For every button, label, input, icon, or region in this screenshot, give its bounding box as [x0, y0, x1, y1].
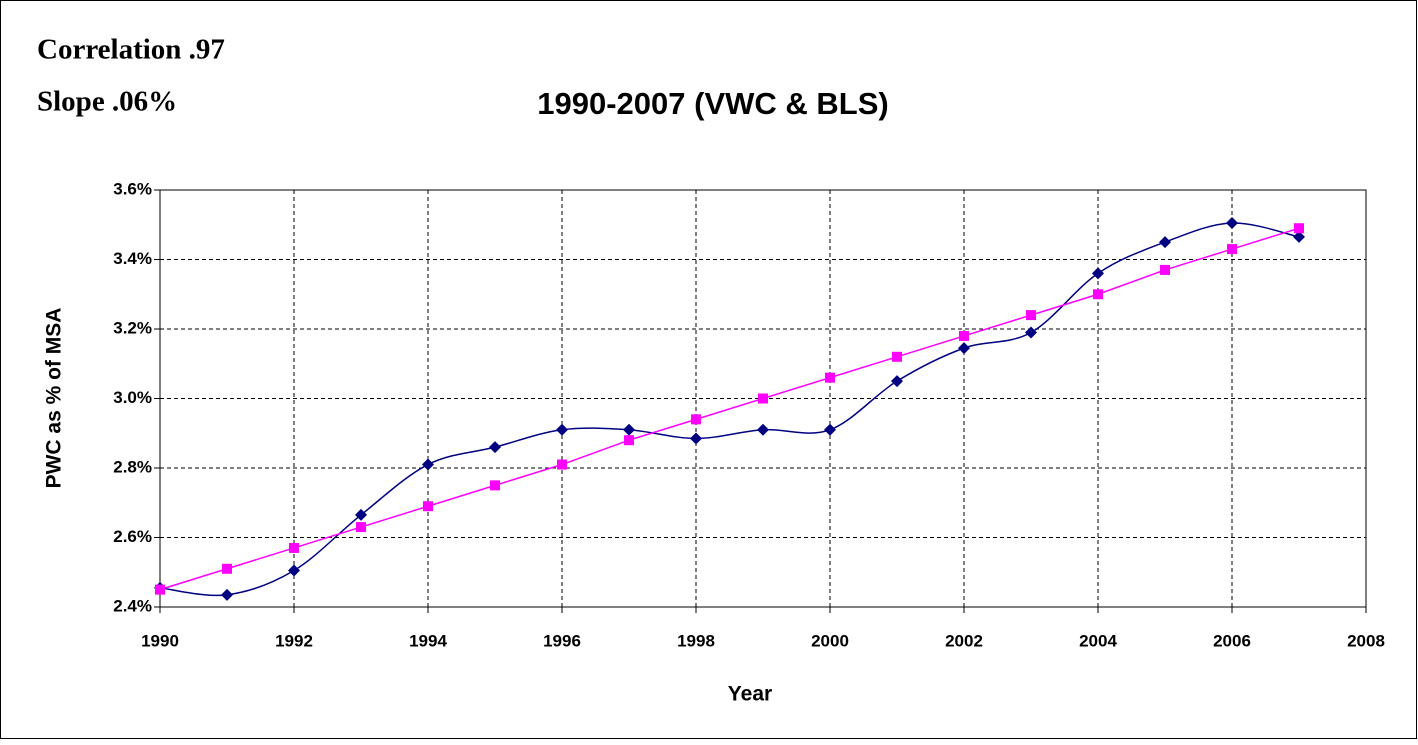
x-tick-label: 2008 — [1347, 631, 1385, 650]
x-tick-label: 1992 — [275, 631, 313, 650]
marker — [958, 342, 970, 355]
chart-title: 1990-2007 (VWC & BLS) — [537, 86, 888, 121]
marker — [222, 563, 232, 574]
marker — [824, 423, 836, 436]
x-axis-label: Year — [728, 683, 772, 706]
marker — [1293, 230, 1305, 243]
marker — [891, 375, 903, 388]
y-tick-label: 2.4% — [113, 596, 152, 615]
marker — [691, 414, 701, 425]
marker — [423, 501, 433, 512]
y-tick-label: 3.2% — [113, 318, 152, 337]
marker — [1227, 244, 1237, 255]
marker — [1294, 223, 1304, 234]
marker — [221, 588, 233, 601]
marker — [289, 542, 299, 553]
marker — [1092, 267, 1104, 280]
marker — [1025, 326, 1037, 339]
marker — [356, 522, 366, 533]
x-tick-label: 1998 — [677, 631, 715, 650]
marker — [825, 372, 835, 383]
x-tick-label: 2002 — [945, 631, 983, 650]
marker — [757, 423, 769, 436]
x-tick-label: 1996 — [543, 631, 581, 650]
y-axis-label: PWC as % of MSA — [43, 308, 66, 489]
marker — [489, 441, 501, 454]
marker — [556, 423, 568, 436]
series-line — [159, 227, 1300, 591]
y-tick-label: 2.6% — [113, 527, 152, 546]
x-tick-label: 2004 — [1079, 631, 1117, 650]
x-tick-label: 1990 — [141, 631, 179, 650]
annotation: Slope .06% — [37, 86, 177, 118]
marker — [1026, 310, 1036, 321]
marker — [155, 584, 165, 595]
y-tick-label: 3.0% — [113, 388, 152, 407]
marker — [623, 423, 635, 436]
marker — [959, 330, 969, 341]
x-tick-label: 2006 — [1213, 631, 1251, 650]
y-tick-label: 2.8% — [113, 457, 152, 476]
marker — [288, 564, 300, 577]
marker — [557, 459, 567, 470]
marker — [624, 435, 634, 446]
plot-frame — [159, 189, 1367, 608]
marker — [1160, 264, 1170, 275]
marker — [1159, 236, 1171, 249]
x-tick-label: 2000 — [811, 631, 849, 650]
marker — [892, 351, 902, 362]
x-tick-label: 1994 — [409, 631, 447, 650]
marker — [690, 432, 702, 445]
annotation: Correlation .97 — [37, 34, 225, 66]
marker — [422, 458, 434, 471]
marker — [1226, 217, 1238, 230]
marker — [355, 508, 367, 521]
marker — [490, 480, 500, 491]
marker — [1093, 289, 1103, 300]
y-tick-label: 3.6% — [113, 179, 152, 198]
marker — [758, 393, 768, 404]
y-tick-label: 3.4% — [113, 249, 152, 268]
